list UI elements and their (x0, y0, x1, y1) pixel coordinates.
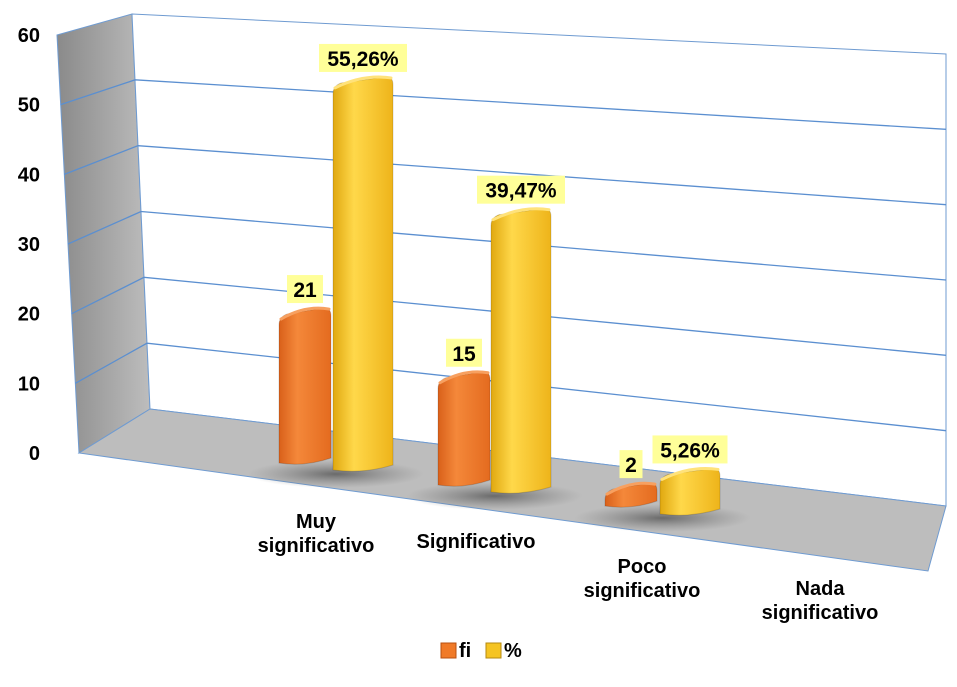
bar-percent-0 (332, 75, 394, 472)
data-label: 55,26% (319, 43, 407, 72)
x-axis-categories: Muy significativo Significativo Poco signifi… (258, 511, 879, 624)
y-tick-label: 0 (29, 443, 40, 465)
data-label: 2 (619, 450, 643, 479)
svg-text:39,47%: 39,47% (485, 180, 557, 203)
y-tick-label: 30 (18, 234, 40, 256)
y-tick-label: 50 (18, 95, 40, 117)
data-label: 5,26% (652, 435, 728, 464)
x-category-label: Significativo (417, 531, 536, 553)
bars (248, 75, 751, 532)
svg-text:5,26%: 5,26% (660, 439, 720, 462)
data-labels: 21 55,26% 15 39,47% 2 5,26% (287, 43, 728, 479)
x-category-label: Nada significativo (762, 578, 879, 624)
y-tick-label: 10 (18, 373, 40, 395)
y-axis-ticks: 0 10 20 30 40 50 60 (18, 25, 40, 465)
svg-text:21: 21 (293, 279, 317, 302)
svg-text:15: 15 (452, 343, 476, 366)
legend-swatch-fi (440, 642, 457, 659)
gridline (60, 79, 947, 130)
gridline (67, 210, 947, 281)
y-tick-label: 20 (18, 304, 40, 326)
svg-text:2: 2 (625, 454, 637, 477)
data-label: 39,47% (477, 175, 565, 204)
bar-fi-1 (437, 370, 491, 487)
svg-text:55,26%: 55,26% (327, 48, 399, 71)
data-label: 21 (287, 275, 323, 304)
bar-percent-2 (659, 467, 721, 516)
legend-swatch-percent (485, 642, 502, 659)
bar-percent-1 (490, 207, 552, 494)
gridline (64, 145, 947, 206)
gridline (71, 276, 947, 356)
data-label: 15 (446, 338, 482, 367)
gridline (75, 342, 947, 432)
legend: fi % (440, 640, 522, 662)
bar-fi-0 (278, 306, 332, 465)
y-tick-label: 40 (18, 164, 40, 186)
gridlines (60, 79, 947, 432)
legend-label-percent: % (504, 640, 522, 662)
x-category-label: Muy significativo (258, 511, 375, 557)
bar-fi-2 (604, 481, 658, 508)
legend-label-fi: fi (459, 640, 471, 662)
x-category-label: Poco significativo (584, 556, 701, 602)
y-tick-label: 60 (18, 25, 40, 47)
